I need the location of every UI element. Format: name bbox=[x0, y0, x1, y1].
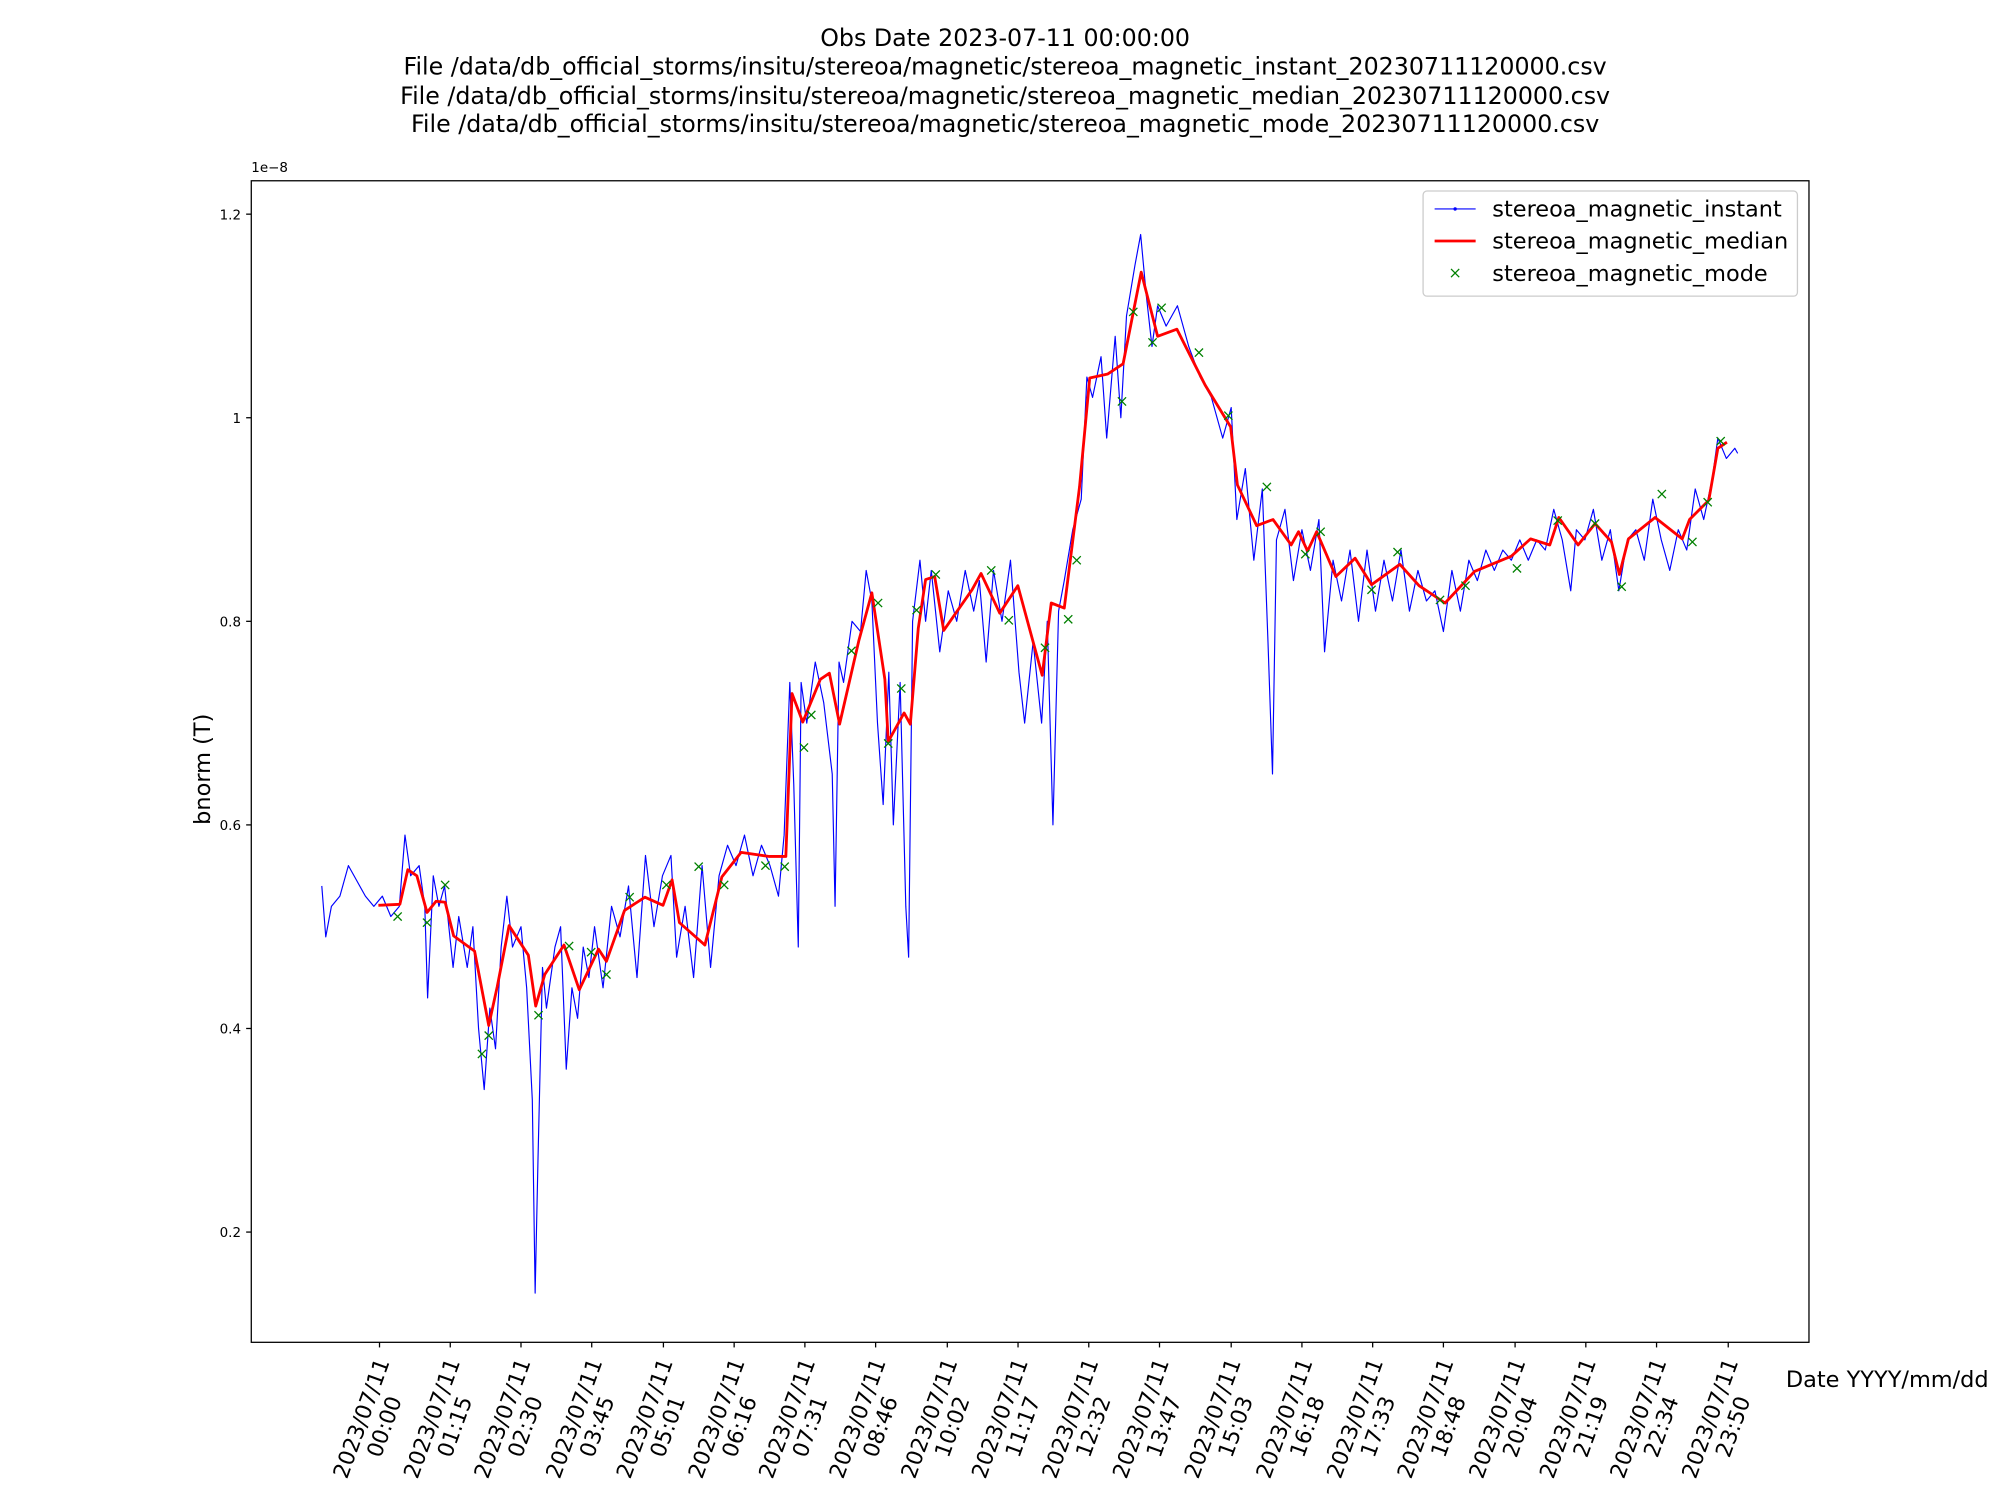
mode-marker bbox=[1157, 303, 1167, 313]
legend-label: stereoa_magnetic_instant bbox=[1492, 197, 1782, 223]
mode-marker bbox=[1262, 482, 1272, 492]
legend-dot bbox=[1453, 207, 1457, 211]
mode-marker bbox=[883, 738, 893, 749]
mode-marker bbox=[1117, 396, 1127, 407]
mode-marker bbox=[422, 918, 432, 928]
mode-marker bbox=[564, 941, 574, 951]
mode-marker bbox=[1512, 563, 1522, 573]
y-tick-label: 0.6 bbox=[220, 819, 241, 834]
y-tick-label: 0.2 bbox=[220, 1226, 241, 1241]
mode-marker bbox=[1590, 519, 1600, 529]
y-offset-label: 1e−8 bbox=[251, 161, 288, 176]
mode-marker bbox=[1703, 497, 1713, 507]
mode-marker bbox=[1617, 582, 1627, 592]
series-line bbox=[321, 233, 1739, 1294]
mode-marker bbox=[694, 862, 704, 872]
series-line bbox=[378, 270, 1728, 1027]
mode-marker bbox=[533, 1010, 544, 1020]
y-tick-label: 0.8 bbox=[220, 615, 241, 630]
mode-marker bbox=[1687, 537, 1697, 547]
mode-marker bbox=[719, 880, 729, 890]
legend-marker bbox=[1450, 268, 1460, 278]
mode-marker bbox=[1435, 595, 1445, 605]
mode-marker bbox=[911, 605, 922, 615]
mode-marker bbox=[601, 969, 611, 980]
mode-marker bbox=[986, 565, 996, 575]
mode-marker bbox=[586, 947, 596, 957]
chart-title: Obs Date 2023-07-11 00:00:00 File /data/… bbox=[400, 25, 1611, 139]
mode-marker bbox=[1072, 555, 1082, 565]
mode-marker bbox=[806, 710, 816, 720]
y-axis-label: bnorm (T) bbox=[190, 714, 216, 825]
legend-label: stereoa_magnetic_median bbox=[1492, 229, 1788, 255]
mode-marker bbox=[760, 861, 771, 871]
mode-marker bbox=[1040, 643, 1050, 653]
mode-marker bbox=[661, 880, 671, 890]
legend-label: stereoa_magnetic_mode bbox=[1492, 261, 1767, 287]
mode-marker bbox=[1300, 549, 1310, 559]
mode-marker bbox=[440, 880, 450, 890]
mode-marker bbox=[780, 862, 790, 872]
mode-marker bbox=[846, 646, 857, 656]
y-tick-label: 0.4 bbox=[220, 1023, 241, 1038]
mode-marker bbox=[1460, 581, 1471, 591]
mode-marker bbox=[896, 683, 906, 694]
mode-marker bbox=[1657, 489, 1667, 499]
y-tick-label: 1 bbox=[232, 412, 241, 427]
mode-marker bbox=[1316, 527, 1326, 537]
mode-marker bbox=[625, 892, 635, 902]
y-tick-label: 1.2 bbox=[220, 208, 241, 223]
x-axis-label: Date YYYY/mm/dd bbox=[1786, 1367, 1989, 1393]
mode-marker bbox=[1004, 615, 1014, 625]
mode-marker bbox=[477, 1049, 487, 1059]
mode-marker bbox=[1194, 348, 1204, 358]
mode-marker bbox=[1147, 337, 1158, 347]
mode-marker bbox=[799, 742, 809, 753]
mode-marker bbox=[393, 911, 403, 922]
mode-marker bbox=[873, 598, 883, 608]
mode-marker bbox=[1063, 614, 1073, 624]
mode-marker bbox=[1223, 411, 1233, 421]
axes-frame bbox=[250, 180, 1810, 1343]
legend-box bbox=[1422, 190, 1799, 297]
mode-marker bbox=[1393, 547, 1403, 557]
mode-marker bbox=[931, 569, 941, 580]
mode-marker bbox=[1716, 436, 1726, 446]
mode-marker bbox=[1366, 585, 1377, 595]
mode-marker bbox=[484, 1031, 494, 1041]
mode-marker bbox=[1128, 307, 1138, 317]
mode-marker bbox=[1553, 515, 1563, 526]
